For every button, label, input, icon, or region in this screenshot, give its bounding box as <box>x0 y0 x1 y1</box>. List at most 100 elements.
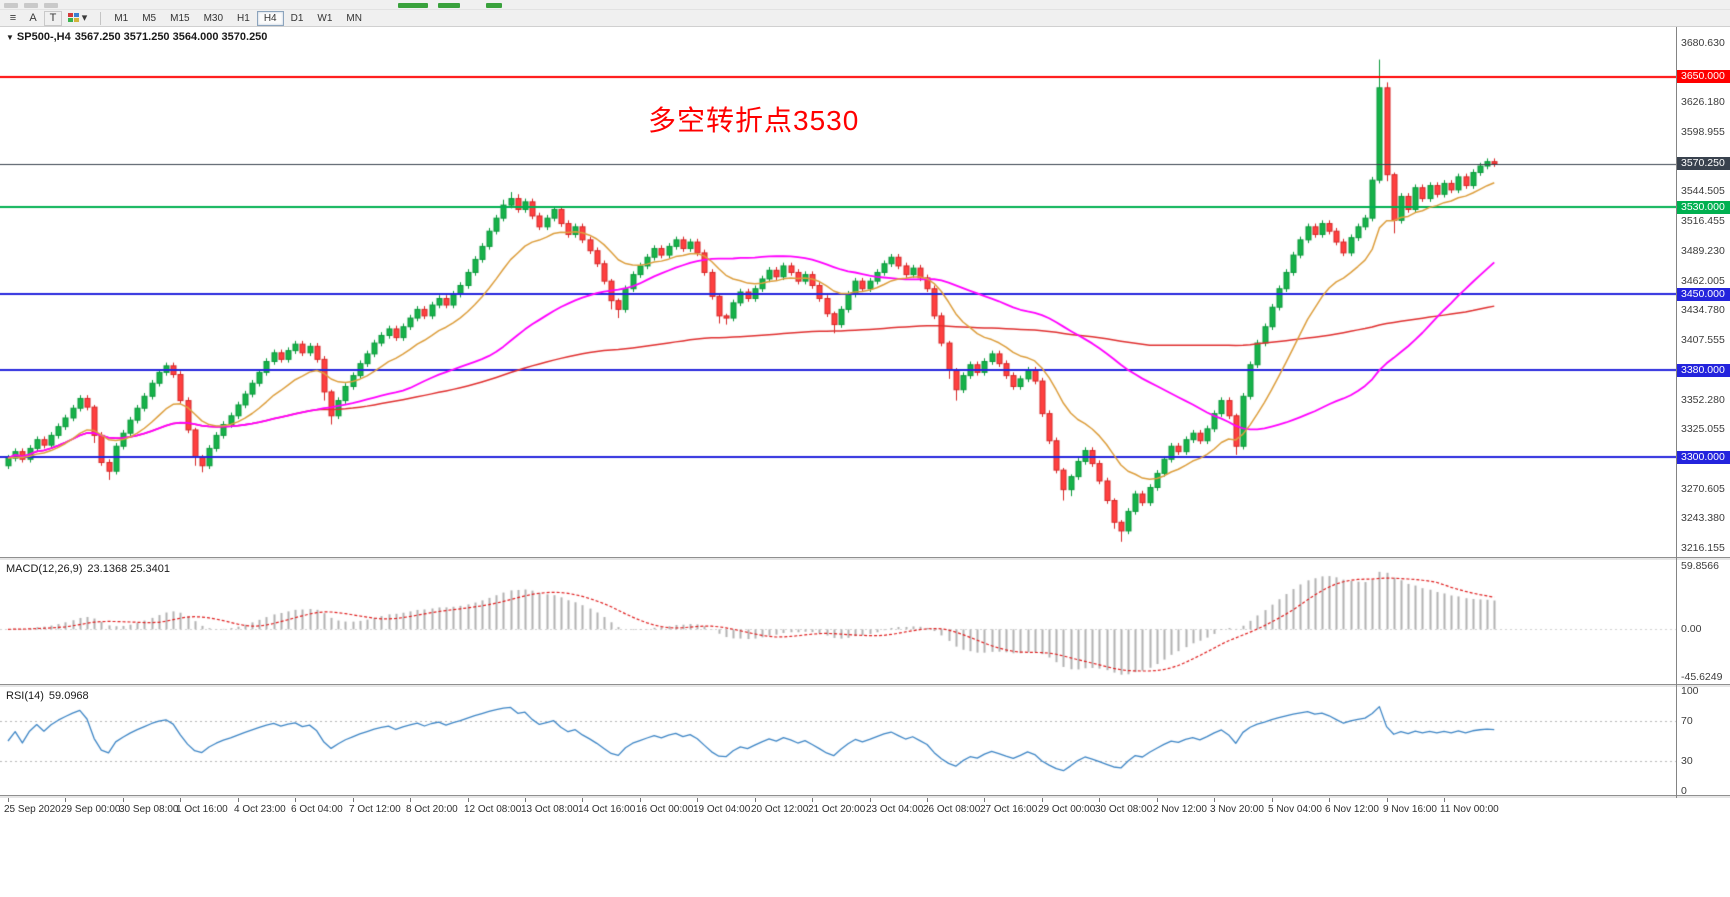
time-axis-label: 11 Nov 00:00 <box>1440 804 1499 815</box>
clipped-icon <box>4 3 18 8</box>
text-tool-button[interactable]: A <box>24 11 42 26</box>
hline-price-badge[interactable]: 3450.000 <box>1677 287 1730 301</box>
timeframe-button-mn[interactable]: MN <box>339 11 369 26</box>
timeframe-buttons: M1 M5 M15 M30 H1 H4 D1 W1 MN <box>107 10 369 26</box>
macd-name: MACD(12,26,9) <box>6 563 83 575</box>
time-axis-tick <box>927 798 928 802</box>
time-axis-label: 25 Sep 2020 <box>4 804 61 815</box>
timeframe-button-m5[interactable]: M5 <box>135 11 163 26</box>
macd-panel: MACD(12,26,9) 23.1368 25.3401 59.8566 0.00… <box>0 560 1730 684</box>
time-axis-label: 26 Oct 08:00 <box>923 804 981 815</box>
time-axis-tick <box>1387 798 1388 802</box>
clipped-icon <box>24 3 38 8</box>
rsi-axis-label: 0 <box>1681 785 1687 795</box>
main-chart-panel: ▼ SP500-,H4 3567.250 3571.250 3564.000 357… <box>0 27 1730 557</box>
macd-axis-label: 59.8566 <box>1681 560 1719 573</box>
macd-values: 23.1368 25.3401 <box>87 563 171 575</box>
tick-list-icon[interactable]: ≡ <box>4 11 22 26</box>
time-axis-tick <box>65 798 66 802</box>
price-axis-label: 3243.380 <box>1681 512 1725 525</box>
chart-annotation-text[interactable]: 多空转折点3530 <box>648 105 860 136</box>
timeframe-button-h4[interactable]: H4 <box>256 10 284 26</box>
price-axis-label: 3216.155 <box>1681 541 1725 554</box>
time-axis-label: 3 Nov 20:00 <box>1210 804 1264 815</box>
time-axis-tick <box>755 798 756 802</box>
time-axis-label: 19 Oct 04:00 <box>693 804 751 815</box>
panel-splitter[interactable] <box>0 557 1730 560</box>
label-tool-button[interactable]: T <box>44 10 62 26</box>
time-axis-tick <box>1157 798 1158 802</box>
hline-price-badge[interactable]: 3300.000 <box>1677 450 1730 464</box>
symbol-timeframe-label: SP500-,H4 <box>16 31 71 43</box>
time-axis-label: 9 Nov 16:00 <box>1383 804 1437 815</box>
time-axis-tick <box>697 798 698 802</box>
clipped-icon <box>44 3 58 8</box>
text-a-icon: A <box>29 11 37 24</box>
time-axis-label: 1 Oct 16:00 <box>176 804 228 815</box>
time-axis-tick <box>1099 798 1100 802</box>
time-axis-tick <box>410 798 411 802</box>
macd-canvas[interactable] <box>0 560 1676 684</box>
axis-separator-line <box>1676 27 1677 798</box>
current-price-badge[interactable]: 3570.250 <box>1677 157 1730 171</box>
hline-price-badge[interactable]: 3380.000 <box>1677 363 1730 377</box>
toolbar-separator <box>100 11 102 25</box>
price-axis[interactable]: 3680.630 3650.000 3626.180 3598.955 3570.250… <box>1677 27 1730 557</box>
rsi-axis[interactable]: 100 70 30 0 <box>1677 687 1730 795</box>
time-axis-tick <box>1214 798 1215 802</box>
time-axis-label: 27 Oct 16:00 <box>980 804 1038 815</box>
time-axis-tick <box>180 798 181 802</box>
panel-splitter[interactable] <box>0 684 1730 687</box>
time-axis-label: 16 Oct 00:00 <box>636 804 694 815</box>
quick-trade-toggle-icon[interactable]: ▼ <box>6 33 14 42</box>
rsi-name: RSI(14) <box>6 690 44 702</box>
macd-axis[interactable]: 59.8566 0.00 -45.6249 <box>1677 560 1730 684</box>
time-axis-label: 20 Oct 12:00 <box>751 804 809 815</box>
time-axis-label: 4 Oct 23:00 <box>234 804 286 815</box>
hline-price-badge[interactable]: 3530.000 <box>1677 200 1730 214</box>
macd-axis-label: -45.6249 <box>1681 671 1723 684</box>
timeframe-button-d1[interactable]: D1 <box>284 11 311 26</box>
timeframe-button-m15[interactable]: M15 <box>163 11 196 26</box>
time-axis-label: 14 Oct 16:00 <box>578 804 636 815</box>
price-axis-label: 3516.455 <box>1681 215 1725 228</box>
price-axis-label: 3626.180 <box>1681 96 1725 109</box>
time-axis[interactable]: 25 Sep 2020 29 Sep 00:00 30 Sep 08:00 1 Oct… <box>0 798 1730 819</box>
time-axis-tick <box>525 798 526 802</box>
timeframe-button-h1[interactable]: H1 <box>230 11 257 26</box>
timeframe-button-w1[interactable]: W1 <box>310 11 339 26</box>
palette-button[interactable]: ▾ <box>64 11 91 26</box>
rsi-axis-label: 70 <box>1681 715 1693 727</box>
time-axis-tick <box>8 798 9 802</box>
time-axis-tick <box>582 798 583 802</box>
timeframe-button-m30[interactable]: M30 <box>197 11 230 26</box>
rsi-header: RSI(14) 59.0968 <box>6 690 89 702</box>
rsi-canvas[interactable] <box>0 687 1676 795</box>
panel-splitter[interactable] <box>0 795 1730 798</box>
time-axis-tick <box>468 798 469 802</box>
price-axis-label: 3489.230 <box>1681 245 1725 258</box>
time-axis-label: 23 Oct 04:00 <box>866 804 924 815</box>
rsi-value: 59.0968 <box>48 690 89 702</box>
time-axis-tick <box>1444 798 1445 802</box>
time-axis-label: 21 Oct 20:00 <box>808 804 866 815</box>
price-chart-canvas[interactable] <box>0 27 1676 557</box>
hline-price-badge[interactable]: 3650.000 <box>1677 70 1730 84</box>
time-axis-label: 29 Sep 00:00 <box>61 804 121 815</box>
time-axis-tick <box>984 798 985 802</box>
clipped-icon <box>486 3 502 8</box>
time-axis-tick <box>1329 798 1330 802</box>
clipped-icon <box>438 3 460 8</box>
price-axis-label: 3407.555 <box>1681 333 1725 346</box>
time-axis-label: 12 Oct 08:00 <box>464 804 522 815</box>
clipped-toolbar-row <box>0 0 1730 10</box>
chart-ohlc-header: ▼ SP500-,H4 3567.250 3571.250 3564.000 357… <box>6 31 271 43</box>
time-axis-label: 13 Oct 08:00 <box>521 804 579 815</box>
price-axis-label: 3680.630 <box>1681 37 1725 50</box>
price-axis-label: 3352.280 <box>1681 393 1725 406</box>
time-axis-tick <box>238 798 239 802</box>
price-axis-label: 3462.005 <box>1681 274 1725 287</box>
time-axis-label: 30 Sep 08:00 <box>119 804 179 815</box>
timeframe-button-m1[interactable]: M1 <box>107 11 135 26</box>
time-axis-label: 29 Oct 00:00 <box>1038 804 1096 815</box>
